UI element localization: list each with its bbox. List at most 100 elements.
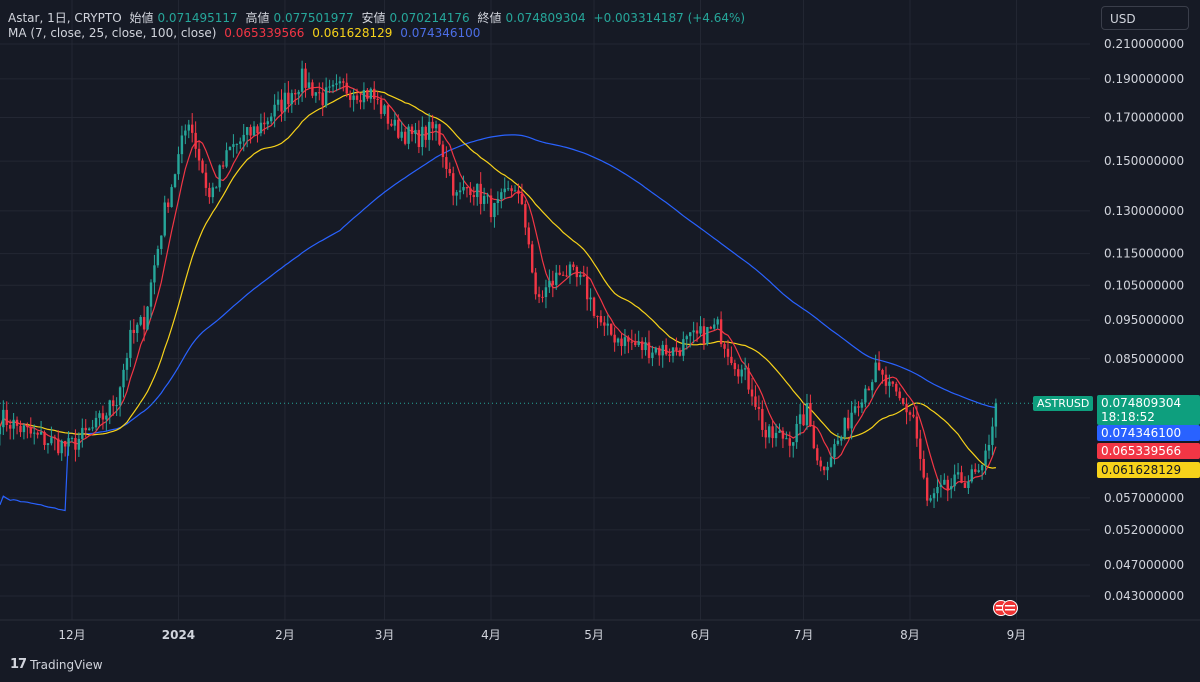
candle — [826, 461, 829, 481]
candle — [585, 266, 589, 311]
candle — [252, 121, 256, 136]
candle-body — [142, 316, 146, 330]
candle-body — [939, 484, 943, 487]
candle — [84, 419, 87, 438]
candle-body — [427, 121, 431, 140]
candle-body — [901, 398, 905, 404]
candle — [338, 76, 342, 90]
candle — [355, 88, 359, 104]
candle — [132, 319, 136, 344]
candle — [733, 359, 737, 376]
candle-body — [177, 154, 180, 175]
candle-body — [393, 119, 397, 126]
candle — [359, 92, 362, 110]
candle — [87, 427, 91, 431]
candle — [767, 424, 771, 444]
candle-body — [788, 438, 791, 446]
candle-body — [259, 122, 263, 134]
candle-body — [761, 408, 764, 430]
candle-body — [860, 402, 864, 408]
candle — [871, 379, 874, 398]
candle — [67, 431, 70, 456]
candle-body — [517, 190, 520, 194]
candle-body — [321, 92, 324, 106]
candle-body — [737, 369, 740, 377]
candle-body — [417, 129, 421, 148]
candle-body — [462, 187, 465, 191]
candle — [723, 341, 726, 358]
candle — [747, 363, 750, 394]
candle — [895, 381, 898, 397]
candle — [366, 87, 369, 102]
candle — [699, 316, 702, 337]
candle-body — [661, 344, 664, 356]
candle — [424, 125, 427, 148]
candle — [493, 202, 496, 228]
candle — [228, 146, 232, 151]
candle — [187, 119, 190, 139]
candle-body — [352, 95, 355, 100]
tradingview-logo[interactable]: 17 TradingView — [10, 657, 103, 672]
grid-lines — [0, 0, 1200, 621]
candle — [513, 185, 517, 192]
price-axis[interactable]: 0.210000000 0.190000000 0.170000000 0.15000… — [1104, 37, 1184, 603]
candle-body — [225, 150, 228, 167]
candle-body — [201, 160, 204, 173]
candle — [802, 403, 805, 426]
candle-body — [283, 92, 287, 112]
candle — [239, 137, 242, 149]
candle-body — [785, 438, 788, 440]
candle-body — [101, 413, 105, 420]
x-tick-label: 8月 — [900, 628, 920, 642]
candle-body — [774, 432, 778, 439]
candle — [304, 62, 307, 98]
candle-body — [651, 352, 654, 358]
candle — [191, 113, 194, 143]
candle-body — [579, 274, 582, 278]
candle — [743, 357, 747, 381]
candle — [180, 125, 184, 164]
candle-body — [977, 470, 980, 472]
candle-body — [194, 132, 197, 149]
candle — [688, 332, 692, 348]
candle — [259, 113, 263, 137]
candle-body — [74, 437, 77, 450]
candle-body — [307, 82, 311, 88]
close-value: 0.074809304 — [505, 11, 586, 25]
candle — [774, 423, 778, 447]
time-axis[interactable]: 12月 2024 2月 3月 4月 5月 6月 7月 8月 9月 — [58, 628, 1026, 642]
candle-body — [331, 84, 335, 87]
candle — [331, 80, 335, 94]
symbol-label[interactable]: Astar, 1日, CRYPTO — [8, 11, 122, 25]
candle-body — [846, 417, 850, 429]
candle-body — [366, 89, 369, 99]
ma-indicator-label[interactable]: MA (7, close, 25, close, 100, close) — [8, 26, 217, 40]
candle-body — [81, 427, 84, 439]
candle — [809, 394, 812, 427]
candle-body — [555, 272, 558, 285]
candle — [0, 425, 2, 446]
candle — [898, 387, 901, 401]
candle — [235, 143, 239, 154]
x-tick-label: 5月 — [584, 628, 604, 642]
candle-body — [936, 486, 939, 494]
tradingview-logo-text: TradingView — [30, 657, 103, 672]
candle-body — [112, 400, 115, 407]
currency-selector[interactable]: USD — [1101, 6, 1189, 30]
candle-body — [541, 296, 544, 298]
candle — [280, 89, 283, 122]
candle — [266, 117, 269, 130]
candle-body — [987, 444, 991, 451]
candle-body — [414, 129, 417, 135]
candle — [197, 141, 201, 171]
candle — [613, 327, 616, 352]
candle — [421, 116, 424, 156]
candle — [589, 288, 592, 312]
candle-body — [956, 472, 960, 475]
candle — [572, 261, 575, 271]
us-flag-event-icon[interactable] — [993, 600, 1019, 616]
candle — [311, 79, 314, 99]
y-tick-label: 0.170000000 — [1104, 111, 1184, 125]
candle-body — [534, 272, 537, 295]
